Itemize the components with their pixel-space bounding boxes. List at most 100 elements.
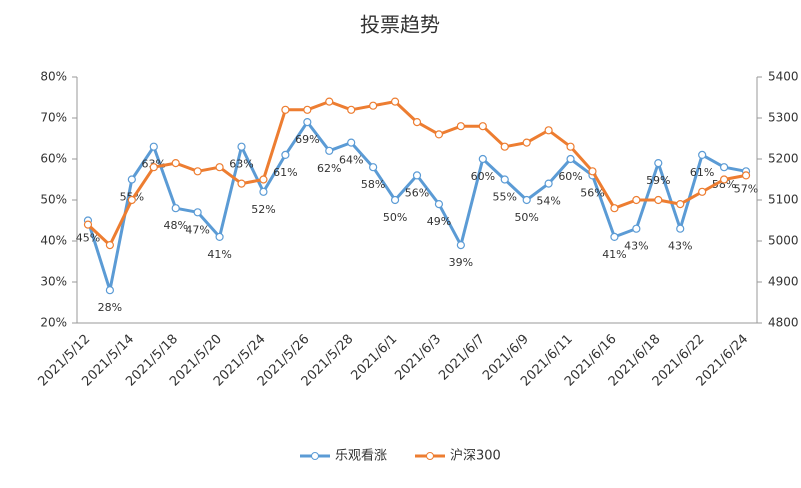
series-point [105,241,115,250]
series-point [325,97,334,106]
data-label: 50% [383,211,407,224]
legend-marker [311,452,319,460]
data-label: 61% [273,166,297,179]
data-label: 57% [734,182,758,195]
series-point [281,105,290,114]
series-point [588,167,597,176]
series-point [127,175,136,184]
series-point [698,187,707,196]
data-label: 45% [76,232,100,245]
series-point [566,154,575,164]
series-point [237,142,246,151]
series-point [522,195,531,205]
series-point [654,195,663,205]
series-point [544,126,553,135]
data-label: 62% [317,162,341,175]
series-point [412,171,422,180]
data-label: 49% [427,215,451,228]
series-point [544,179,553,188]
y2-tick-label: 5100 [768,193,799,207]
series-point [412,117,422,127]
series-point [347,138,356,147]
legend-label: 沪深300 [450,448,501,464]
series-point [676,224,685,233]
series-point [456,122,465,131]
series-point [83,220,93,229]
series-point [171,204,180,213]
chart-title: 投票趋势 [360,13,440,37]
series-point [303,105,312,114]
series-point [478,154,487,164]
series-point [369,163,378,172]
series-point [215,232,224,241]
series-point [193,167,202,176]
series-point [610,204,619,213]
series-point [654,159,663,168]
data-label: 54% [536,195,560,208]
data-label: 56% [580,186,604,199]
series-point [434,200,444,209]
data-label: 41% [602,248,626,261]
y2-tick-label: 5000 [768,234,799,248]
series-point [105,286,115,295]
series-point [347,105,356,114]
series-point [127,195,136,205]
y-tick-label: 40% [40,234,67,248]
series-point [149,163,158,172]
series-point [698,150,707,159]
data-label: 61% [690,166,714,179]
series-point [522,138,531,147]
data-label: 60% [471,170,495,183]
y-tick-label: 70% [40,111,67,125]
y-tick-label: 80% [40,70,67,84]
series-point [369,101,378,110]
series-point [610,232,619,241]
series-point [478,122,487,131]
data-label: 41% [207,248,231,261]
series-point [676,200,685,209]
series-point [456,241,465,250]
data-label: 43% [624,240,648,253]
series-point [500,175,509,184]
y-tick-label: 30% [40,275,67,289]
y2-tick-label: 5400 [768,70,799,84]
series-point [237,179,246,188]
series-point [632,195,641,205]
y-tick-label: 50% [40,193,67,207]
series-point [390,97,400,106]
series-point [193,208,202,217]
series-point [259,187,268,196]
y2-tick-label: 5200 [768,152,799,166]
data-label: 63% [229,158,253,171]
legend-marker [426,452,434,460]
data-label: 58% [361,178,385,191]
data-label: 39% [449,256,473,269]
series-point [500,142,509,151]
data-label: 50% [514,211,538,224]
series-point [719,175,729,184]
series-point [259,175,268,184]
y2-tick-label: 4900 [768,275,799,289]
y2-tick-label: 4800 [768,316,799,330]
y-tick-label: 20% [40,316,67,330]
data-label: 43% [668,240,692,253]
data-label: 59% [646,174,670,187]
series-point [325,146,334,155]
series-point [390,195,400,205]
series-point [566,142,575,151]
data-label: 56% [405,186,429,199]
data-label: 69% [295,133,319,146]
data-label: 52% [251,203,275,216]
y-tick-label: 60% [40,152,67,166]
series-point [632,224,641,233]
data-label: 55% [493,191,517,204]
data-label: 64% [339,154,363,167]
series-point [149,142,158,151]
data-label: 28% [98,301,122,314]
legend-label: 乐观看涨 [335,448,387,464]
series-point [215,163,224,172]
data-label: 48% [163,219,187,232]
series-point [434,130,444,139]
series-point [741,171,751,180]
